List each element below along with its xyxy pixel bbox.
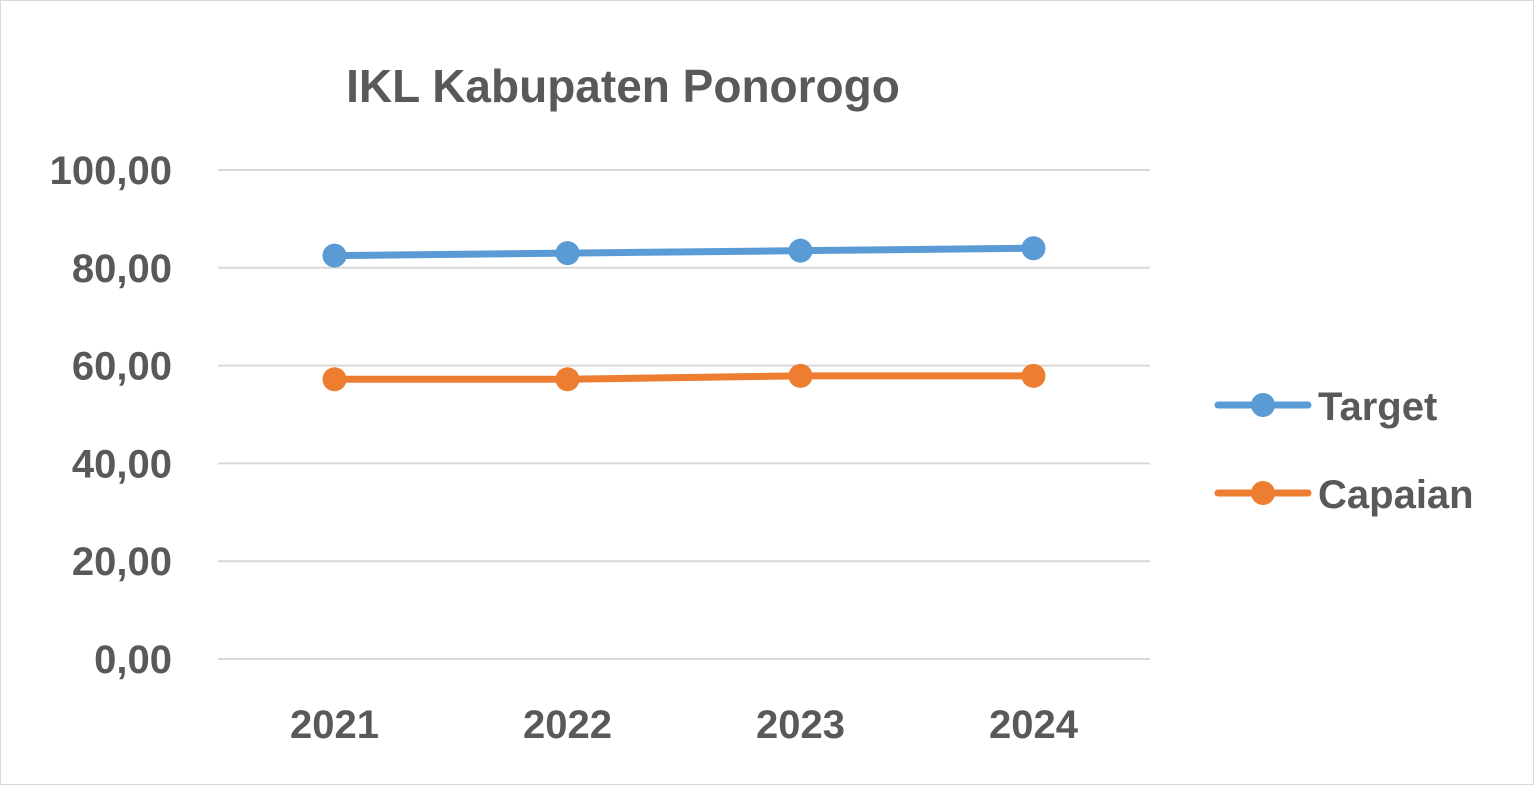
series-target — [322, 236, 1046, 268]
data-point — [788, 363, 813, 388]
x-axis-ticks: 2021 2022 2023 2024 — [290, 703, 1079, 747]
data-point — [555, 241, 580, 266]
data-point — [1021, 236, 1046, 261]
series-layer — [322, 236, 1046, 392]
series-capaian — [322, 363, 1046, 392]
y-tick-label: 80,00 — [72, 247, 172, 291]
legend-marker — [1251, 481, 1275, 505]
x-tick-label: 2022 — [523, 703, 612, 747]
gridlines — [218, 169, 1150, 660]
legend-label: Capaian — [1318, 473, 1474, 517]
y-tick-label: 40,00 — [72, 442, 172, 486]
data-point — [788, 238, 813, 263]
series-line — [331, 244, 1037, 260]
legend-item: Target — [1214, 385, 1437, 429]
y-tick-label: 60,00 — [72, 345, 172, 389]
data-point — [1021, 363, 1046, 388]
y-axis-ticks: 0,00 20,00 40,00 60,00 80,00 100,00 — [50, 149, 172, 682]
y-tick-label: 100,00 — [50, 149, 172, 193]
x-tick-label: 2024 — [989, 703, 1079, 747]
chart-title: IKL Kabupaten Ponorogo — [346, 60, 900, 112]
legend: Target Capaian — [1214, 385, 1474, 517]
data-point — [322, 243, 347, 268]
x-tick-label: 2023 — [756, 703, 845, 747]
x-tick-label: 2021 — [290, 703, 379, 747]
legend-label: Target — [1318, 385, 1437, 429]
legend-item: Capaian — [1214, 473, 1474, 517]
series-line — [331, 372, 1037, 383]
y-tick-label: 0,00 — [94, 638, 172, 682]
y-tick-label: 20,00 — [72, 540, 172, 584]
legend-marker — [1251, 393, 1275, 417]
data-point — [555, 367, 580, 392]
data-point — [322, 367, 347, 392]
